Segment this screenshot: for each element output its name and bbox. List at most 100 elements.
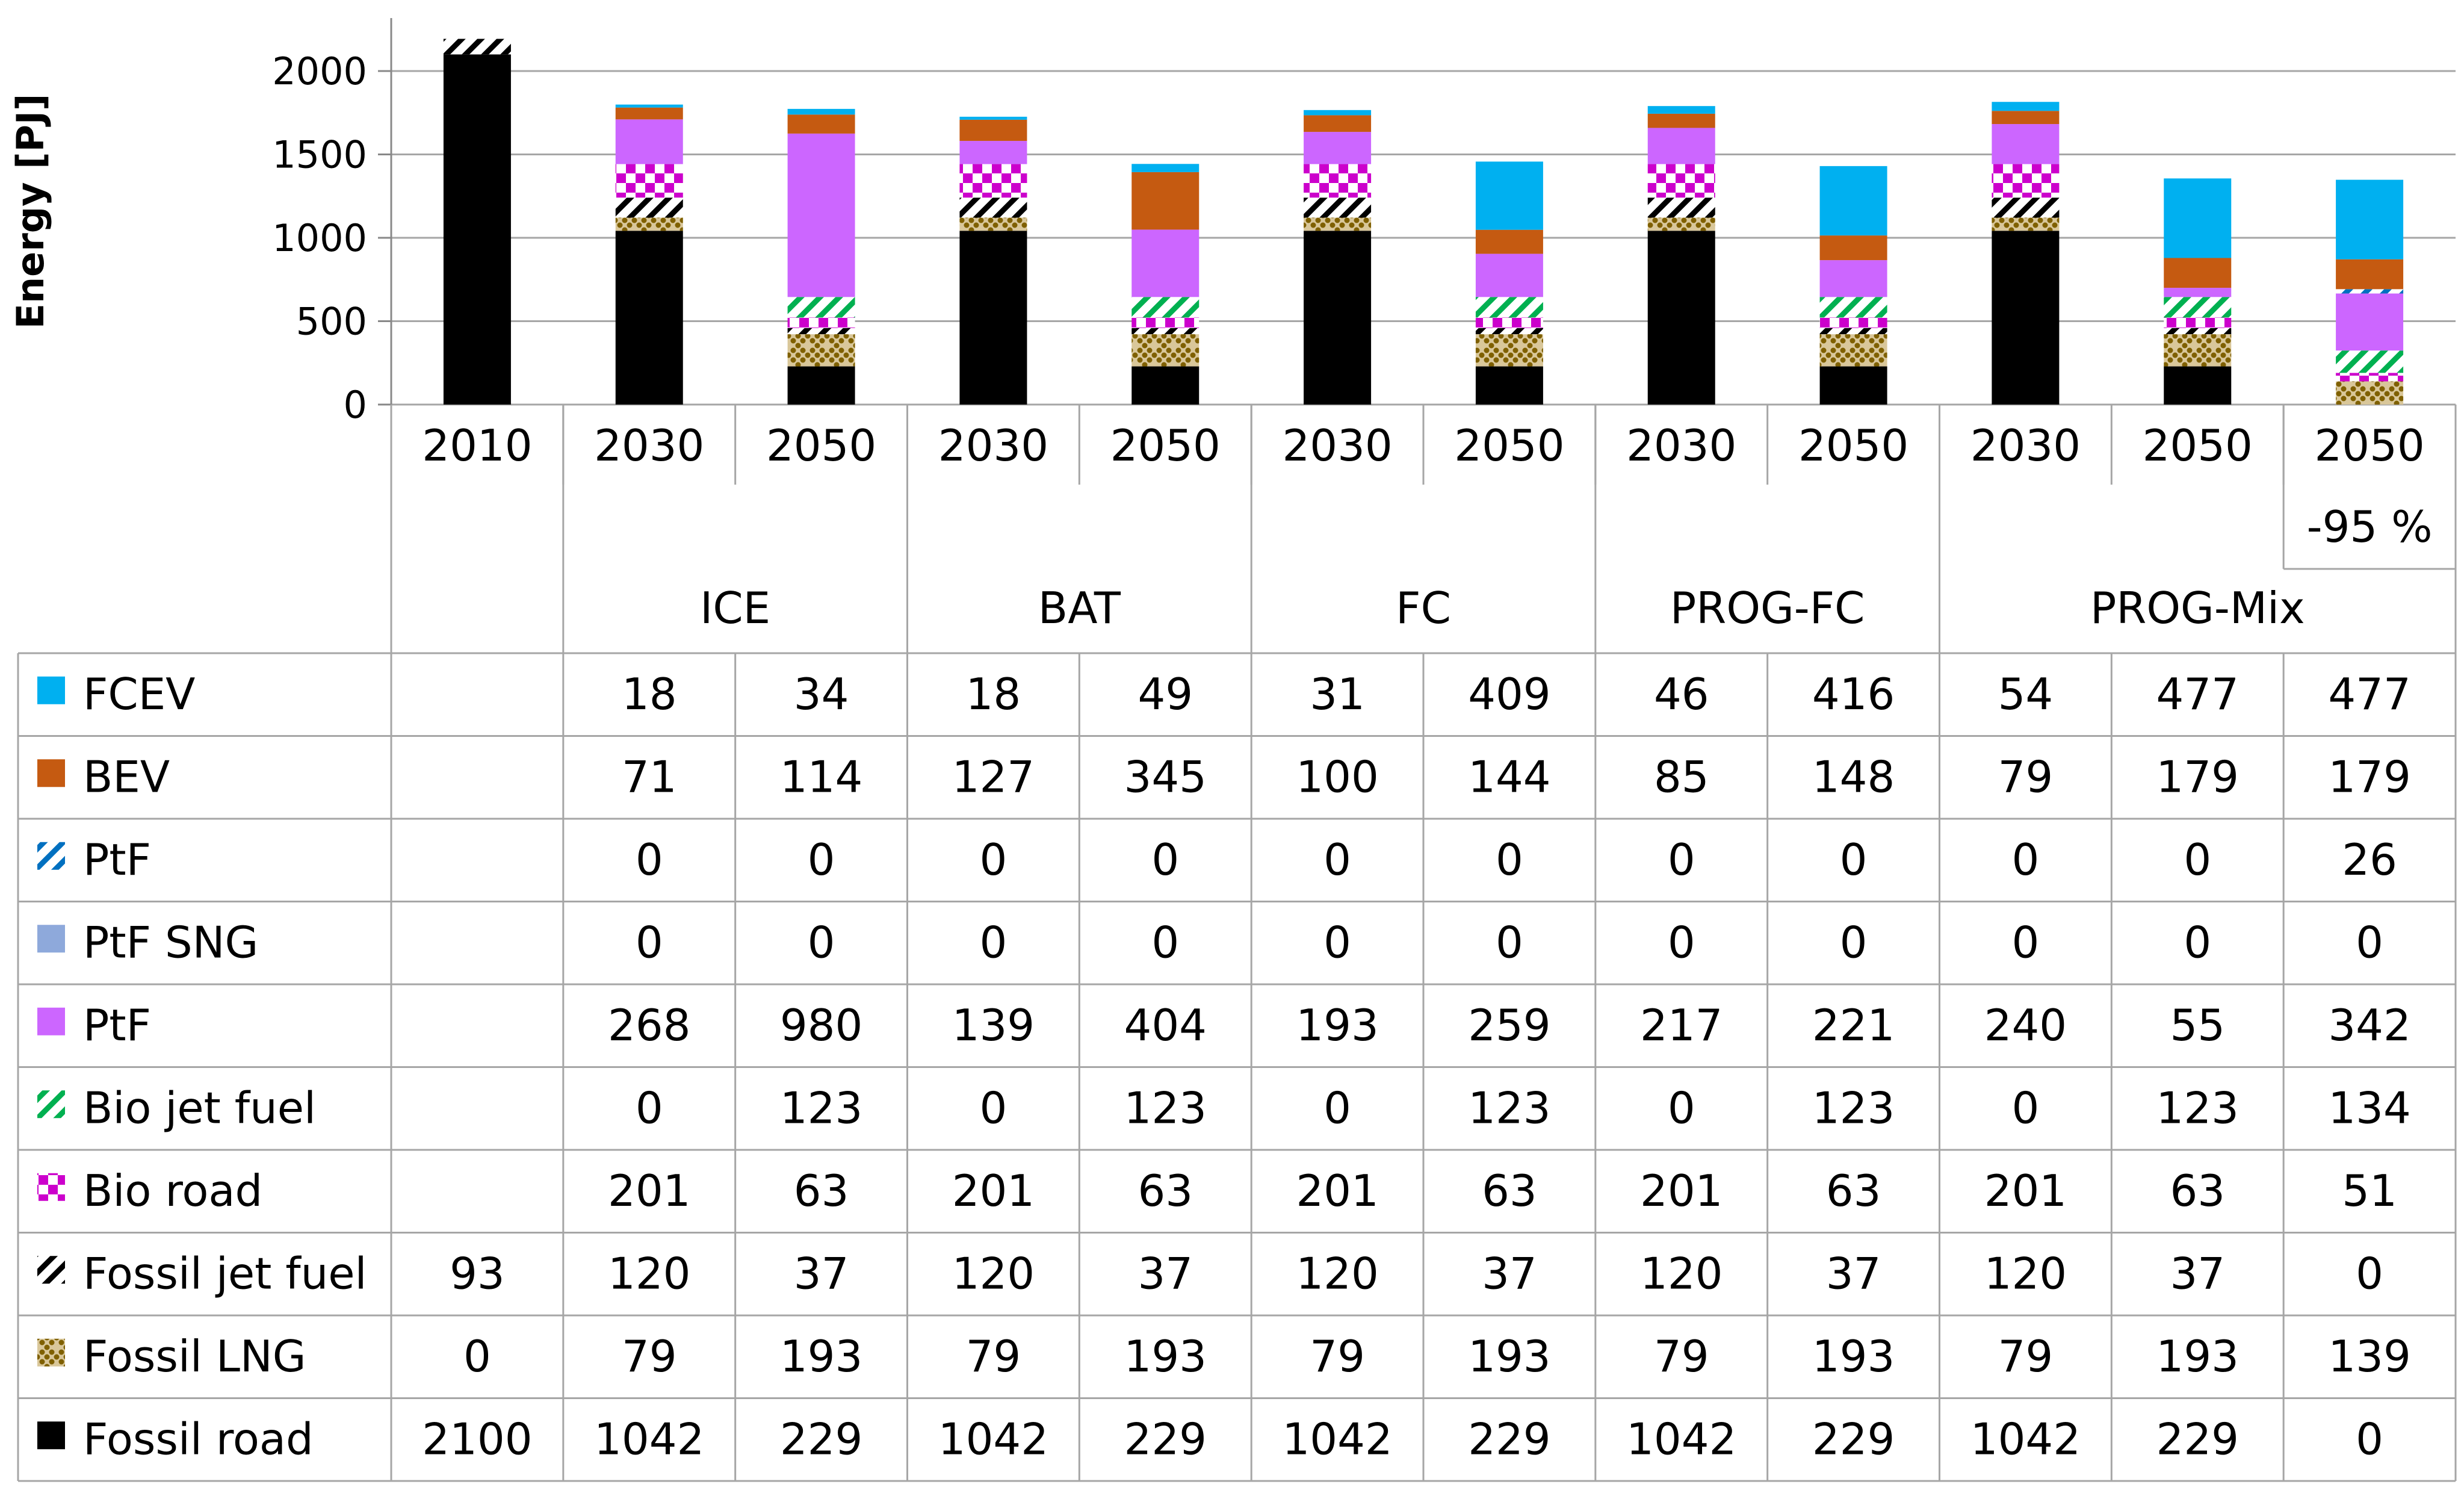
table-cell: 54 <box>1998 669 2054 719</box>
table-cell: 0 <box>463 1331 491 1382</box>
table-cell: 120 <box>1640 1248 1723 1299</box>
table-cell: 477 <box>2328 669 2410 719</box>
x-sub-label: -95 % <box>2307 501 2433 552</box>
x-year-label: 2050 <box>1110 420 1221 471</box>
bar-segment <box>1475 327 1543 335</box>
table-cell: 229 <box>1124 1414 1207 1464</box>
bar-segment <box>615 164 683 198</box>
bar-segment <box>2164 317 2232 328</box>
table-cell: 0 <box>636 834 663 885</box>
bar-segment <box>1647 164 1715 198</box>
bar-segment <box>615 231 683 405</box>
bar-segment <box>615 104 683 108</box>
legend-swatch <box>37 676 65 704</box>
table-cell: 221 <box>1812 1000 1895 1051</box>
table-cell: 0 <box>1668 834 1695 885</box>
table-cell: 0 <box>1323 917 1351 967</box>
bar-segment <box>1819 317 1887 328</box>
table-cell: 229 <box>1468 1414 1550 1464</box>
bar-segment <box>1475 297 1543 318</box>
bar-segment <box>959 197 1027 218</box>
x-year-label: 2050 <box>766 420 876 471</box>
table-cell: 345 <box>1124 751 1207 802</box>
table-cell: 1042 <box>938 1414 1048 1464</box>
table-cell: 51 <box>2342 1166 2397 1216</box>
legend-label: BEV <box>83 751 170 802</box>
bar-segment <box>1475 366 1543 405</box>
table-cell: 0 <box>636 1082 663 1133</box>
table-cell: 79 <box>1654 1331 1709 1382</box>
table-cell: 193 <box>1124 1331 1207 1382</box>
table-cell: 93 <box>450 1248 505 1299</box>
y-tick-label: 1000 <box>272 216 367 260</box>
x-year-label: 2050 <box>1454 420 1564 471</box>
table-cell: 127 <box>952 751 1035 802</box>
table-cell: 0 <box>1151 917 1179 967</box>
legend-swatch <box>37 1007 65 1035</box>
x-year-label: 2010 <box>422 420 532 471</box>
legend-label: Fossil jet fuel <box>83 1248 367 1299</box>
table-cell: 37 <box>1482 1248 1537 1299</box>
bar-segment <box>2164 327 2232 335</box>
table-cell: 217 <box>1640 1000 1723 1051</box>
x-year-label: 2030 <box>594 420 704 471</box>
legend-label: PtF <box>83 834 151 885</box>
table-cell: 144 <box>1468 751 1550 802</box>
bar-segment <box>1819 260 1887 297</box>
table-cell: 1042 <box>1970 1414 2081 1464</box>
table-cell: 240 <box>1984 1000 2067 1051</box>
table-cell: 34 <box>794 669 849 719</box>
bar-segment <box>1819 334 1887 367</box>
bar-segment <box>1992 164 2060 198</box>
legend-swatch <box>37 842 65 870</box>
table-cell: 18 <box>966 669 1021 719</box>
bar-stacks <box>443 39 2404 405</box>
table-row: Fossil road 2100 1042 229 1042 229 1042 229 1042… <box>37 1414 2383 1464</box>
table-cell: 229 <box>780 1414 862 1464</box>
bar-segment <box>443 39 511 55</box>
bar-segment <box>959 119 1027 141</box>
y-axis: 0 500 1000 1500 2000 Energy [PJ] <box>8 18 392 427</box>
table-cell: 139 <box>952 1000 1035 1051</box>
table-cell: 193 <box>1812 1331 1895 1382</box>
table-cell: 100 <box>1296 751 1378 802</box>
table-row: BEV 71 114 127 345 100 144 85 148 79 179 179 <box>37 751 2411 802</box>
bar-segment <box>1131 297 1199 318</box>
bar-segment <box>2336 373 2404 382</box>
bar-segment <box>2164 258 2232 288</box>
bar-segment <box>1647 106 1715 114</box>
table-cell: 63 <box>794 1166 849 1216</box>
table-cell: 229 <box>1812 1414 1895 1464</box>
legend-swatch <box>37 1338 65 1367</box>
x-group-label: FC <box>1396 583 1451 633</box>
table-cell: 0 <box>980 1082 1008 1133</box>
table-cell: 63 <box>1138 1166 1193 1216</box>
bar-segment <box>2164 334 2232 367</box>
legend-label: Bio road <box>83 1166 262 1216</box>
table-cell: 0 <box>1496 834 1523 885</box>
x-group-label: BAT <box>1038 583 1121 633</box>
bar-segment <box>2336 259 2404 290</box>
table-cell: 0 <box>2012 1082 2040 1133</box>
table-row: Bio jet fuel 0 123 0 123 0 123 0 123 0 123 134 <box>37 1082 2411 1133</box>
y-tick-label: 1500 <box>272 133 367 177</box>
table-cell: 63 <box>1826 1166 1881 1216</box>
table-cell: 259 <box>1468 1000 1550 1051</box>
table-cell: 63 <box>2170 1166 2225 1216</box>
bar-segment <box>1304 164 1372 198</box>
table-cell: 2100 <box>422 1414 532 1464</box>
table-cell: 404 <box>1124 1000 1207 1051</box>
table-cell: 37 <box>794 1248 849 1299</box>
data-table: 2010 2030 2050 2030 2050 2030 2050 2030 2050 2030… <box>17 405 2457 1482</box>
bar-segment <box>1131 334 1199 367</box>
table-cell: 79 <box>966 1331 1021 1382</box>
bar-segment <box>2336 381 2404 405</box>
bar-segment <box>2336 293 2404 351</box>
table-cell: 1042 <box>1282 1414 1392 1464</box>
legend-label: FCEV <box>83 669 195 719</box>
table-cell: 179 <box>2156 751 2239 802</box>
bar-segment <box>2164 288 2232 297</box>
table-cell: 123 <box>1468 1082 1550 1133</box>
table-cell: 49 <box>1138 669 1193 719</box>
